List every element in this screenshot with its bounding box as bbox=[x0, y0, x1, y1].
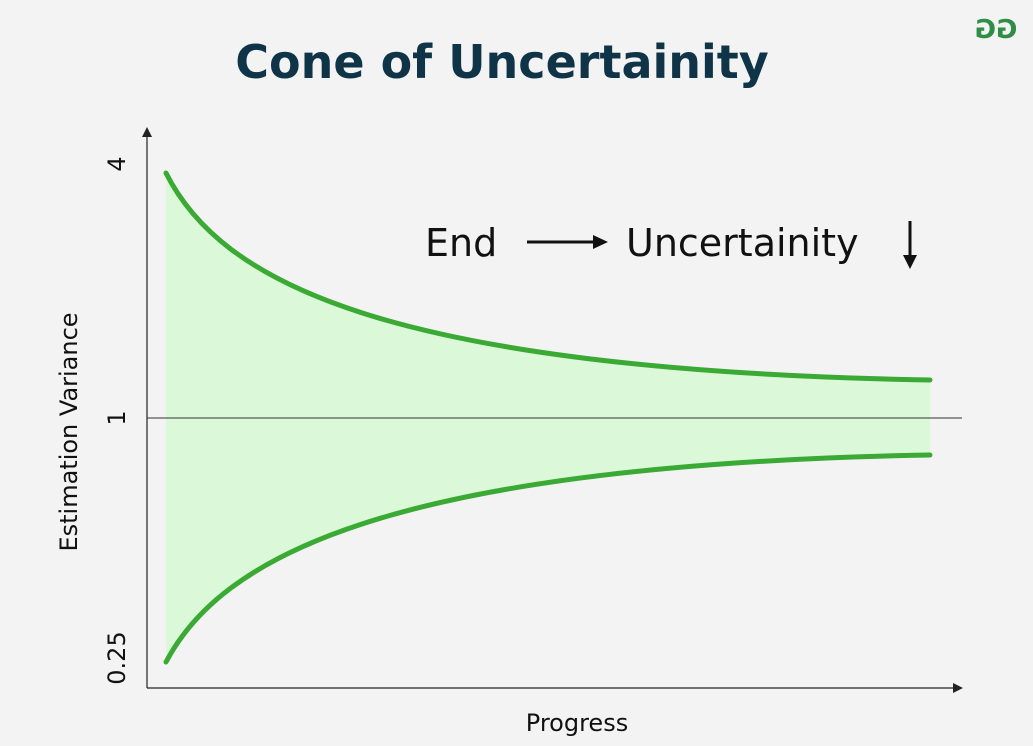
down-arrow-icon bbox=[903, 221, 917, 269]
y-tick-label-0-25: 0.25 bbox=[103, 631, 131, 684]
logo-text: GG bbox=[975, 15, 1018, 45]
y-axis-arrowhead-icon bbox=[142, 127, 152, 137]
lower-bound-curve bbox=[163, 452, 933, 665]
upper-bound-curve bbox=[163, 170, 933, 383]
y-axis-label: Estimation Variance bbox=[55, 312, 83, 551]
annotation-end-text: End bbox=[425, 221, 497, 265]
y-tick-label-1: 1 bbox=[103, 410, 131, 425]
annotation-uncertainty-text: Uncertainity bbox=[626, 221, 859, 265]
logo-icon: GG bbox=[975, 15, 1018, 45]
right-arrow-icon bbox=[527, 235, 608, 249]
page-title: Cone of Uncertainity bbox=[235, 35, 769, 89]
x-axis-arrowhead-icon bbox=[953, 683, 963, 693]
x-axis-label: Progress bbox=[526, 709, 628, 737]
y-tick-label-4: 4 bbox=[103, 156, 131, 171]
